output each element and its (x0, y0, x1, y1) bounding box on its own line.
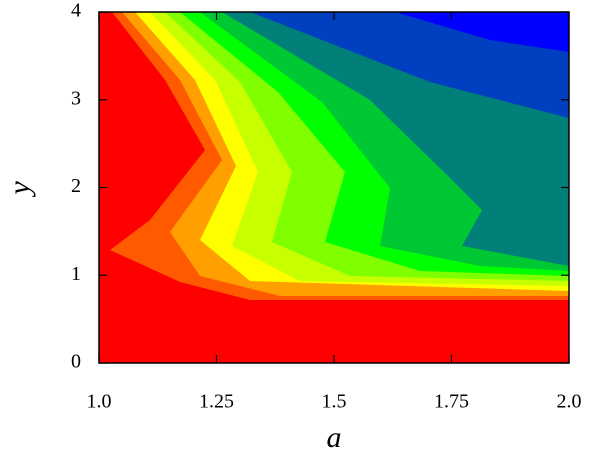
x-tick-label: 1.5 (322, 391, 347, 413)
x-tick-label: 1.25 (199, 391, 234, 413)
y-tick-label: 0 (71, 351, 81, 373)
contour-band (395, 12, 569, 52)
x-tick-label: 1.0 (87, 391, 112, 413)
y-tick-label: 3 (71, 87, 81, 109)
x-tick-label: 2.0 (557, 391, 582, 413)
contour-bands (99, 12, 569, 363)
y-axis-label: y (3, 181, 36, 198)
x-axis-label: a (327, 421, 342, 454)
y-tick-label: 1 (71, 263, 81, 285)
y-tick-label: 2 (71, 175, 81, 197)
x-tick-label: 1.75 (434, 391, 469, 413)
y-tick-label: 4 (71, 0, 81, 22)
